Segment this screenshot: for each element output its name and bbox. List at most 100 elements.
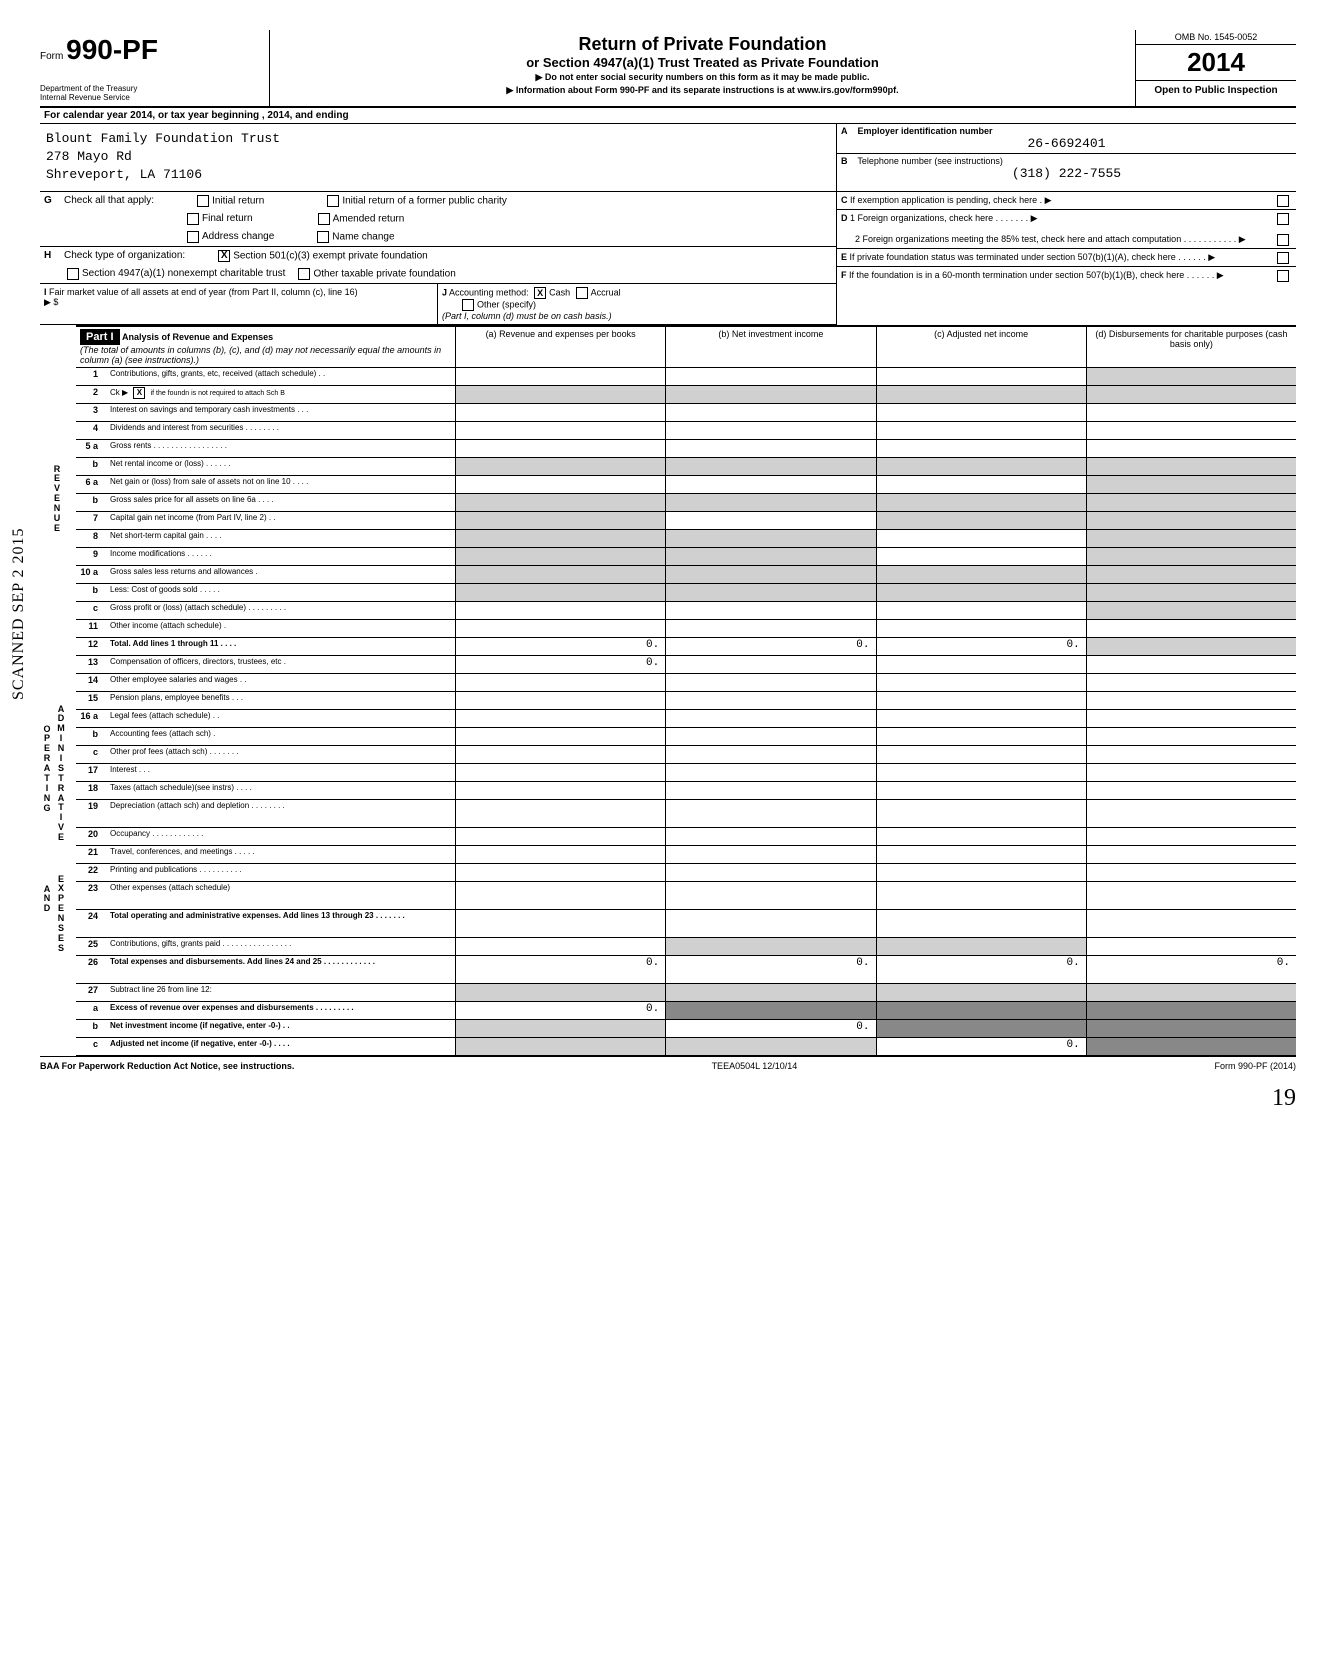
cell-r20-d (1087, 828, 1296, 845)
row-num-r10a: 10 a (76, 566, 102, 583)
row-r27a: aExcess of revenue over expenses and dis… (76, 1002, 1296, 1020)
i-text: Fair market value of all assets at end o… (49, 287, 358, 297)
g-opt-0: Initial return (212, 195, 264, 206)
cell-r17-a (456, 764, 666, 781)
row-r12: 12Total. Add lines 1 through 11 . . . .0… (76, 638, 1296, 656)
cell-r16c-c (877, 746, 1087, 763)
cell-r7-c (877, 512, 1087, 529)
form-number: 990-PF (66, 34, 158, 65)
row-num-r9: 9 (76, 548, 102, 565)
row-label-r27: Subtract line 26 from line 12: (102, 984, 456, 1001)
row-label-r21: Travel, conferences, and meetings . . . … (102, 846, 456, 863)
j-accrual-checkbox[interactable] (576, 287, 588, 299)
g-final-checkbox[interactable] (187, 213, 199, 225)
row-r13: 13Compensation of officers, directors, t… (76, 656, 1296, 674)
row-num-r4: 4 (76, 422, 102, 439)
g-initial-checkbox[interactable] (197, 195, 209, 207)
g-opt-5: Name change (332, 231, 394, 242)
cell-r8-c (877, 530, 1087, 547)
row-r6b: bGross sales price for all assets on lin… (76, 494, 1296, 512)
g-address-checkbox[interactable] (187, 231, 199, 243)
row-num-r15: 15 (76, 692, 102, 709)
row-label-r22: Printing and publications . . . . . . . … (102, 864, 456, 881)
cell-r27a-b (666, 1002, 876, 1019)
box-c-checkbox[interactable] (1277, 195, 1289, 207)
cell-r12-d (1087, 638, 1296, 655)
row-label-r15: Pension plans, employee benefits . . . (102, 692, 456, 709)
entity-addr2: Shreveport, LA 71106 (46, 166, 830, 184)
r2-checkbox[interactable]: X (133, 387, 145, 399)
h-501c3-checkbox[interactable]: X (218, 250, 230, 262)
cell-r24-c (877, 910, 1087, 937)
part1-title: Analysis of Revenue and Expenses (122, 332, 273, 342)
g-text: Check all that apply: (64, 195, 154, 206)
g-initial-former-checkbox[interactable] (327, 195, 339, 207)
cell-r5a-b (666, 440, 876, 457)
box-e: E If private foundation status was termi… (837, 249, 1296, 267)
cell-r22-b (666, 864, 876, 881)
box-f-checkbox[interactable] (1277, 270, 1289, 282)
cell-r7-d (1087, 512, 1296, 529)
rail-admin: ADMINISTRATIVE (54, 705, 68, 843)
cell-r9-d (1087, 548, 1296, 565)
h-label: H (44, 250, 64, 261)
cell-r2-d (1087, 386, 1296, 403)
cell-r25-c (877, 938, 1087, 955)
part1-header-row: Part I Analysis of Revenue and Expenses … (76, 325, 1296, 368)
h-4947-checkbox[interactable] (67, 268, 79, 280)
cell-r4-b (666, 422, 876, 439)
cell-r12-a: 0. (456, 638, 666, 655)
row-r27: 27Subtract line 26 from line 12: (76, 984, 1296, 1002)
cell-r23-b (666, 882, 876, 909)
h-opt2: Section 4947(a)(1) nonexempt charitable … (82, 268, 285, 279)
box-d1-checkbox[interactable] (1277, 213, 1289, 225)
cell-r17-c (877, 764, 1087, 781)
row-r21: 21Travel, conferences, and meetings . . … (76, 846, 1296, 864)
cell-r13-a: 0. (456, 656, 666, 673)
row-r1: 1Contributions, gifts, grants, etc, rece… (76, 368, 1296, 386)
scanned-stamp: SCANNED SEP 2 2015 (10, 527, 28, 700)
cell-r10a-a (456, 566, 666, 583)
cell-r8-a (456, 530, 666, 547)
cell-r15-c (877, 692, 1087, 709)
row-r7: 7Capital gain net income (from Part IV, … (76, 512, 1296, 530)
box-d2-checkbox[interactable] (1277, 234, 1289, 246)
cell-r4-a (456, 422, 666, 439)
cell-r10c-d (1087, 602, 1296, 619)
cell-r20-a (456, 828, 666, 845)
row-r27c: cAdjusted net income (if negative, enter… (76, 1038, 1296, 1056)
row-num-r13: 13 (76, 656, 102, 673)
cell-r1-c (877, 368, 1087, 385)
g-amended-checkbox[interactable] (318, 213, 330, 225)
cell-r1-d (1087, 368, 1296, 385)
cell-r11-a (456, 620, 666, 637)
cell-r6a-d (1087, 476, 1296, 493)
row-r10a: 10 aGross sales less returns and allowan… (76, 566, 1296, 584)
j-cash-checkbox[interactable]: X (534, 287, 546, 299)
left-rail: REVENUE OPERATING ADMINISTRATIVE AND EXP… (40, 325, 76, 1056)
cell-r10c-c (877, 602, 1087, 619)
cell-r27c-d (1087, 1038, 1296, 1055)
cell-r27c-c: 0. (877, 1038, 1087, 1055)
row-num-r6b: b (76, 494, 102, 511)
cell-r6b-d (1087, 494, 1296, 511)
entity-info-block: Blount Family Foundation Trust 278 Mayo … (40, 124, 1296, 192)
cell-r16c-d (1087, 746, 1296, 763)
row-r6a: 6 aNet gain or (loss) from sale of asset… (76, 476, 1296, 494)
row-r9: 9Income modifications . . . . . . (76, 548, 1296, 566)
j-other-checkbox[interactable] (462, 299, 474, 311)
g-name-checkbox[interactable] (317, 231, 329, 243)
row-label-r27a: Excess of revenue over expenses and disb… (102, 1002, 456, 1019)
row-r27b: bNet investment income (if negative, ent… (76, 1020, 1296, 1038)
cell-r18-d (1087, 782, 1296, 799)
row-r16a: 16 aLegal fees (attach schedule) . . (76, 710, 1296, 728)
box-d: D 1 Foreign organizations, check here . … (837, 210, 1296, 249)
cell-r16b-c (877, 728, 1087, 745)
box-e-checkbox[interactable] (1277, 252, 1289, 264)
rail-operating: OPERATING (40, 725, 54, 814)
h-other-checkbox[interactable] (298, 268, 310, 280)
cell-r22-d (1087, 864, 1296, 881)
cell-r10b-d (1087, 584, 1296, 601)
calendar-year-row: For calendar year 2014, or tax year begi… (40, 108, 1296, 124)
row-label-r8: Net short-term capital gain . . . . (102, 530, 456, 547)
